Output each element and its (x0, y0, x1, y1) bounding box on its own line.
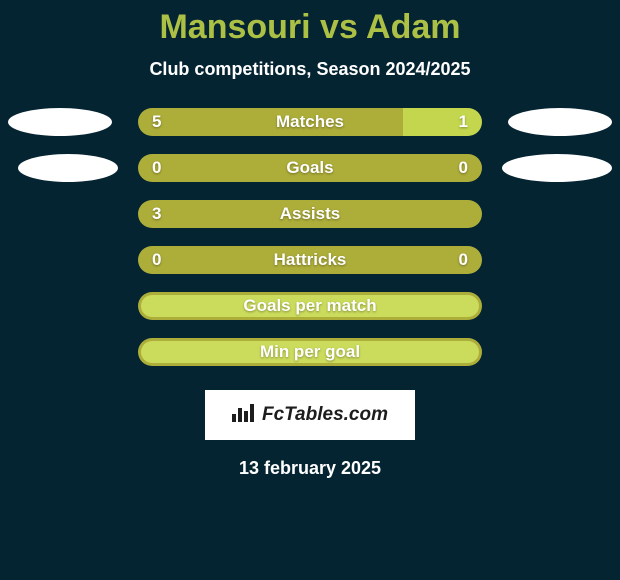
stat-row: Hattricks 0 0 (10, 246, 610, 274)
player-badge (502, 154, 612, 182)
player-badge (508, 108, 612, 136)
stat-bar-right (310, 154, 482, 182)
stat-row: Assists 3 (10, 200, 610, 228)
stat-bar: Goals 0 0 (138, 154, 482, 182)
stat-label: Goals (286, 158, 333, 178)
bar-chart-icon (232, 402, 256, 428)
subtitle: Club competitions, Season 2024/2025 (0, 59, 620, 80)
stat-label: Goals per match (243, 296, 376, 316)
stat-bar: Matches 5 1 (138, 108, 482, 136)
player-badge (18, 154, 118, 182)
rows-wrapper: Matches51Goals00Assists3Hattricks00Goals… (0, 108, 620, 366)
stat-label: Matches (276, 112, 344, 132)
stat-bar-right (403, 108, 482, 136)
stat-label: Min per goal (260, 342, 360, 362)
page-title: Mansouri vs Adam (0, 8, 620, 47)
stat-bar: Assists 3 (138, 200, 482, 228)
player-badge (8, 108, 112, 136)
date-text: 13 february 2025 (0, 458, 620, 479)
logo-box: FcTables.com (205, 390, 415, 440)
stat-row: Min per goal (10, 338, 610, 366)
stat-value-left: 0 (152, 246, 161, 274)
stat-value-right: 0 (459, 246, 468, 274)
stat-label: Assists (280, 204, 340, 224)
stat-value-left: 5 (152, 108, 161, 136)
stat-bar-left (138, 108, 403, 136)
stat-row: Goals per match (10, 292, 610, 320)
stat-value-left: 3 (152, 200, 161, 228)
stat-bar: Goals per match (138, 292, 482, 320)
stat-label: Hattricks (274, 250, 347, 270)
stat-value-right: 0 (459, 154, 468, 182)
stat-bar: Min per goal (138, 338, 482, 366)
stat-value-left: 0 (152, 154, 161, 182)
stat-bar: Hattricks 0 0 (138, 246, 482, 274)
stats-card: Mansouri vs Adam Club competitions, Seas… (0, 0, 620, 580)
stat-bar-left (138, 154, 310, 182)
stat-value-right: 1 (459, 108, 468, 136)
logo-text: FcTables.com (262, 404, 388, 426)
stat-rows: Matches51Goals00Assists3Hattricks00Goals… (0, 108, 620, 366)
